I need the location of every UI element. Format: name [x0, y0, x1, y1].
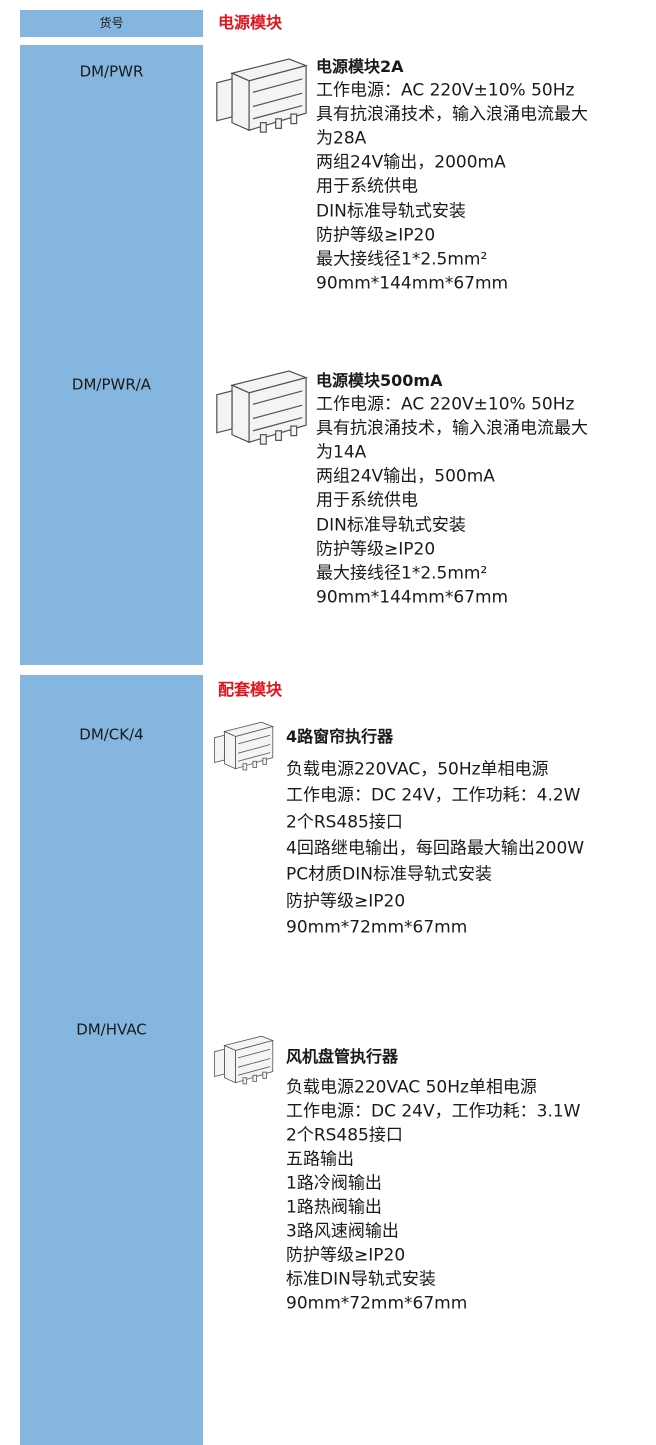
spec-line: 90mm*144mm*67mm: [316, 273, 509, 294]
spec-line: 1路热阀输出: [286, 1197, 382, 1218]
product-code: DM/PWR: [79, 62, 144, 81]
spec-line: 2个RS485接口: [286, 1125, 403, 1146]
product-name: 4路窗帘执行器: [286, 727, 394, 746]
spec-line: 工作电源：AC 220V±10% 50Hz: [316, 394, 575, 415]
spec-line: 防护等级≥IP20: [316, 539, 436, 560]
spec-line: 两组24V输出，500mA: [316, 466, 495, 487]
spec-line: DIN标准导轨式安装: [316, 201, 466, 221]
section-title: 配套模块: [218, 680, 283, 699]
product-code: DM/HVAC: [76, 1020, 147, 1039]
section-title: 电源模块: [218, 13, 283, 32]
spec-line: 具有抗浪涌技术，输入浪涌电流最大: [316, 418, 588, 439]
spec-line: 负载电源220VAC 50Hz单相电源: [286, 1077, 537, 1098]
spec-line: 3路风速阀输出: [286, 1221, 399, 1242]
spec-line: 90mm*72mm*67mm: [286, 917, 468, 938]
code-column: [20, 675, 203, 1445]
spec-line: PC材质DIN标准导轨式安装: [286, 864, 492, 885]
spec-line: 标准DIN导轨式安装: [286, 1269, 436, 1290]
spec-line: 防护等级≥IP20: [316, 225, 436, 246]
spec-line: 4回路继电输出，每回路最大输出200W: [286, 838, 585, 859]
spec-line: 90mm*72mm*67mm: [286, 1293, 468, 1314]
spec-line: 具有抗浪涌技术，输入浪涌电流最大: [316, 104, 588, 125]
spec-line: 用于系统供电: [316, 490, 418, 511]
spec-line: 2个RS485接口: [286, 812, 403, 833]
spec-line: 最大接线径1*2.5mm²: [316, 563, 488, 584]
product-image: [216, 370, 308, 445]
product-image: [214, 1035, 274, 1085]
product-image: [216, 58, 308, 133]
spec-line: 两组24V输出，2000mA: [316, 152, 506, 173]
spec-line: 为28A: [316, 128, 367, 149]
product-code: DM/CK/4: [79, 725, 144, 744]
header-label: 货号: [99, 16, 124, 30]
spec-line: 防护等级≥IP20: [286, 1245, 406, 1266]
spec-line: 防护等级≥IP20: [286, 891, 406, 911]
spec-line: 工作电源：DC 24V，工作功耗：4.2W: [286, 785, 581, 806]
spec-line: 90mm*144mm*67mm: [316, 587, 509, 608]
spec-line: 为14A: [316, 442, 367, 463]
spec-line: 最大接线径1*2.5mm²: [316, 249, 488, 270]
product-name: 电源模块2A: [316, 57, 404, 76]
spec-line: 1路冷阀输出: [286, 1173, 382, 1194]
product-code: DM/PWR/A: [71, 375, 152, 394]
product-image: [214, 721, 274, 771]
spec-line: 五路输出: [286, 1149, 354, 1170]
spec-line: 负载电源220VAC，50Hz单相电源: [286, 759, 549, 780]
header-cell: [20, 10, 203, 37]
spec-line: 工作电源：AC 220V±10% 50Hz: [316, 80, 575, 101]
code-column: [20, 45, 203, 665]
spec-line: 工作电源：DC 24V，工作功耗：3.1W: [286, 1101, 581, 1122]
product-name: 电源模块500mA: [316, 371, 443, 390]
spec-line: 用于系统供电: [316, 176, 418, 197]
product-name: 风机盘管执行器: [286, 1047, 399, 1066]
spec-line: DIN标准导轨式安装: [316, 515, 466, 535]
